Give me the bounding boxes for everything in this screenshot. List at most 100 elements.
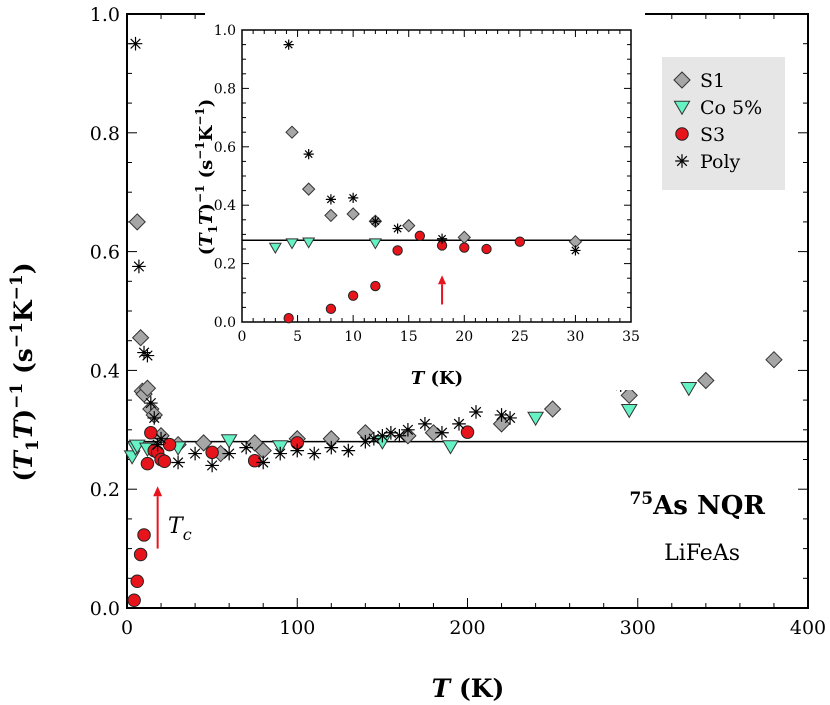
inset-data-point: [392, 245, 403, 256]
main-data-point: [222, 446, 236, 461]
inset-data-point: [370, 216, 381, 227]
inset-y-tick-label: 1.0: [214, 23, 236, 39]
inset-y-tick-label: 0.8: [214, 81, 236, 97]
main-data-point: [442, 440, 459, 455]
main-data-point: [128, 213, 146, 231]
inset-data-point: [370, 280, 381, 292]
inset-data-point: [302, 237, 316, 249]
inset-y-tick-label: 0.0: [214, 315, 236, 331]
inset-data-point: [392, 223, 403, 234]
main-y-axis-label: (T1T)−1 (s−1K−1): [7, 262, 43, 481]
tc-annotation: Tc: [168, 514, 192, 544]
main-data-point: [247, 453, 262, 468]
inset-series-s3: [283, 230, 526, 324]
main-data-point: [140, 348, 155, 363]
main-data-point: [680, 382, 698, 397]
main-data-point: [220, 434, 238, 449]
svg-text:(T1T)−1 (s−1K−1): (T1T)−1 (s−1K−1): [193, 99, 220, 256]
main-data-point: [620, 386, 638, 405]
inset-data-point: [268, 242, 282, 254]
main-data-point: [144, 396, 158, 410]
main-data-point: [469, 405, 483, 419]
main-data-point: [150, 437, 165, 452]
main-data-point: [138, 379, 157, 397]
main-data-point: [256, 455, 270, 470]
inset-data-point: [347, 290, 359, 301]
inset-y-tick-label: 0.2: [214, 257, 236, 273]
inset-x-tick-label: 0: [238, 329, 247, 345]
inset-series-poly: [283, 39, 581, 256]
main-data-point: [367, 431, 381, 446]
main-data-point: [162, 437, 177, 452]
main-tc-arrow-head: [153, 486, 163, 497]
inset-data-point: [324, 208, 338, 223]
main-data-point: [375, 428, 390, 443]
main-data-point: [194, 434, 213, 452]
inset-y-tick-label: 0.4: [214, 198, 236, 214]
main-data-point: [144, 426, 158, 440]
main-data-point: [205, 458, 219, 473]
inset-data-point: [368, 238, 382, 250]
main-x-tick-label: 0: [121, 617, 133, 639]
inset-data-point: [514, 236, 526, 247]
main-data-point: [140, 456, 155, 471]
svg-text:(T1T)−1 (s−1K−1): (T1T)−1 (s−1K−1): [7, 262, 43, 481]
main-x-tick-label: 200: [449, 617, 485, 639]
nqr-annotation: 75As NQR: [629, 489, 765, 521]
inset-data-point: [348, 192, 359, 203]
main-y-tick-label: 0.4: [90, 360, 120, 382]
inset-x-tick-label: 35: [622, 329, 640, 345]
legend-marker: [675, 154, 689, 168]
main-data-point: [128, 36, 143, 51]
main-y-tick-label: 0.8: [90, 123, 120, 145]
inset-data-point: [346, 207, 360, 221]
legend-label: S1: [700, 70, 725, 92]
main-data-point: [239, 440, 253, 455]
main-data-point: [620, 403, 638, 419]
main-y-tick-label: 0.0: [90, 598, 120, 620]
main-data-point: [130, 574, 144, 589]
inset-data-point: [402, 218, 416, 233]
main-data-point: [401, 423, 415, 437]
main-data-point: [418, 417, 432, 431]
inset-x-tick-label: 20: [455, 329, 473, 345]
inset-y-axis-label: (T1T)−1 (s−1K−1): [193, 99, 220, 256]
inset-series-s1: [285, 125, 583, 249]
main-data-point: [527, 411, 545, 427]
inset-data-point: [283, 39, 294, 50]
main-data-point: [452, 417, 466, 431]
inset-data-point: [285, 238, 299, 250]
inset-x-tick-label: 10: [344, 329, 362, 345]
main-data-point: [435, 425, 449, 440]
main-data-point: [543, 400, 562, 418]
main-data-point: [697, 371, 715, 390]
inset-tc-arrow-head: [438, 275, 447, 285]
main-data-point: [131, 329, 150, 347]
inset-plot: 0 5 10 15 20 25 30 35 0.0 0.2 0.4 0.6 0.8 1.0: [214, 23, 640, 345]
inset-x-tick-label: 25: [511, 329, 529, 345]
main-data-point: [307, 446, 322, 461]
main-x-tick-label: 300: [620, 617, 656, 639]
main-data-point: [157, 454, 172, 469]
main-data-point: [384, 425, 398, 440]
main-data-point: [132, 259, 146, 274]
main-data-point: [127, 593, 141, 608]
inset-data-point: [459, 242, 470, 253]
legend-label: S3: [700, 124, 725, 146]
inset-data-point: [325, 194, 337, 205]
main-y-tick-label: 0.2: [90, 479, 120, 501]
legend-label: Poly: [700, 151, 741, 173]
main-data-point: [205, 445, 219, 460]
inset-data-point: [303, 149, 314, 160]
main-data-point: [358, 434, 373, 449]
main-data-point: [133, 547, 148, 562]
main-data-point: [341, 443, 356, 458]
main-y-tick-label: 1.0: [90, 4, 120, 26]
inset-x-tick-label: 5: [293, 329, 302, 345]
main-data-point: [392, 428, 407, 443]
inset-x-axis-label: T (K): [411, 368, 463, 389]
inset-x-tick-label: 15: [400, 329, 418, 345]
main-data-point: [147, 411, 162, 425]
legend-marker: [675, 127, 689, 141]
